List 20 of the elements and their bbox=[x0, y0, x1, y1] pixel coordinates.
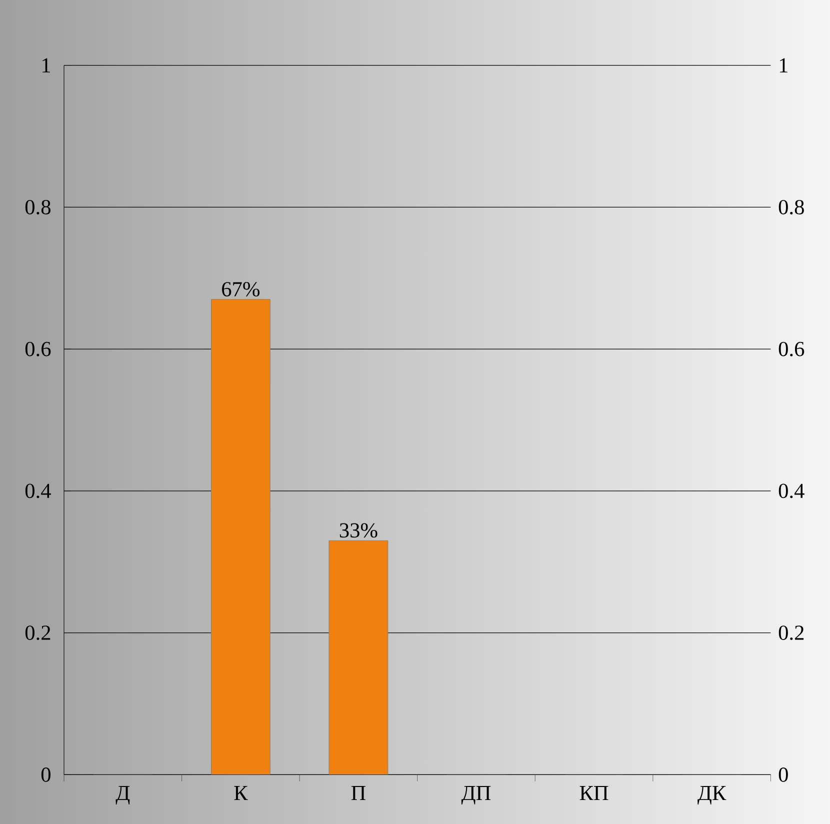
y2-tick-label: 0 bbox=[778, 767, 788, 782]
x-tick-label: П bbox=[351, 786, 366, 800]
y-tick-label: 0.6 bbox=[25, 342, 51, 356]
y-tick-label: 0.4 bbox=[25, 484, 51, 498]
data-label: 33% bbox=[340, 523, 378, 538]
y2-tick-label: 1 bbox=[780, 58, 788, 72]
x-tick-label: КП bbox=[580, 786, 608, 800]
y2-tick-label: 0.4 bbox=[778, 484, 804, 498]
x-tick-label: ДП bbox=[461, 786, 491, 805]
y2-tick-label: 0.8 bbox=[778, 200, 804, 214]
y2-tick-label: 0.2 bbox=[778, 626, 804, 640]
y-tick-label: 1 bbox=[42, 58, 50, 72]
y-tick-label: 0 bbox=[41, 767, 50, 782]
x-tick-label: ДК bbox=[698, 786, 726, 805]
data-label: 67% bbox=[222, 282, 260, 296]
y-tick-label: 0.2 bbox=[25, 626, 50, 640]
y2-tick-label: 0.6 bbox=[778, 342, 804, 356]
y-tick-label: 0.8 bbox=[25, 200, 50, 214]
x-tick-label: Д bbox=[116, 786, 130, 805]
x-tick-label: К bbox=[234, 786, 248, 800]
